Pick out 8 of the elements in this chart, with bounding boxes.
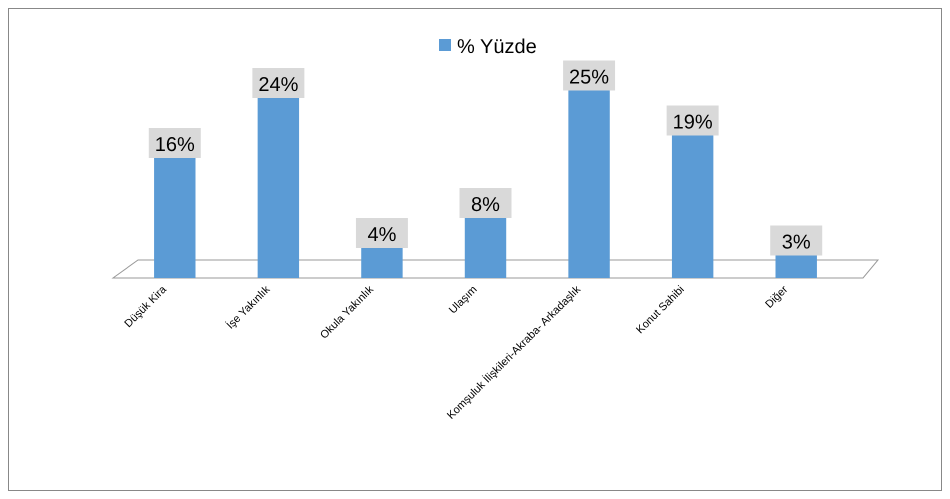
data-label: 24% [258,74,299,96]
data-label: 8% [471,194,500,216]
data-label: 4% [367,224,397,246]
data-label: 19% [672,112,713,134]
data-label: 16% [154,134,196,156]
legend-label: % Yüzde [457,36,537,58]
data-label: 25% [569,66,610,88]
data-label: 3% [782,232,811,254]
